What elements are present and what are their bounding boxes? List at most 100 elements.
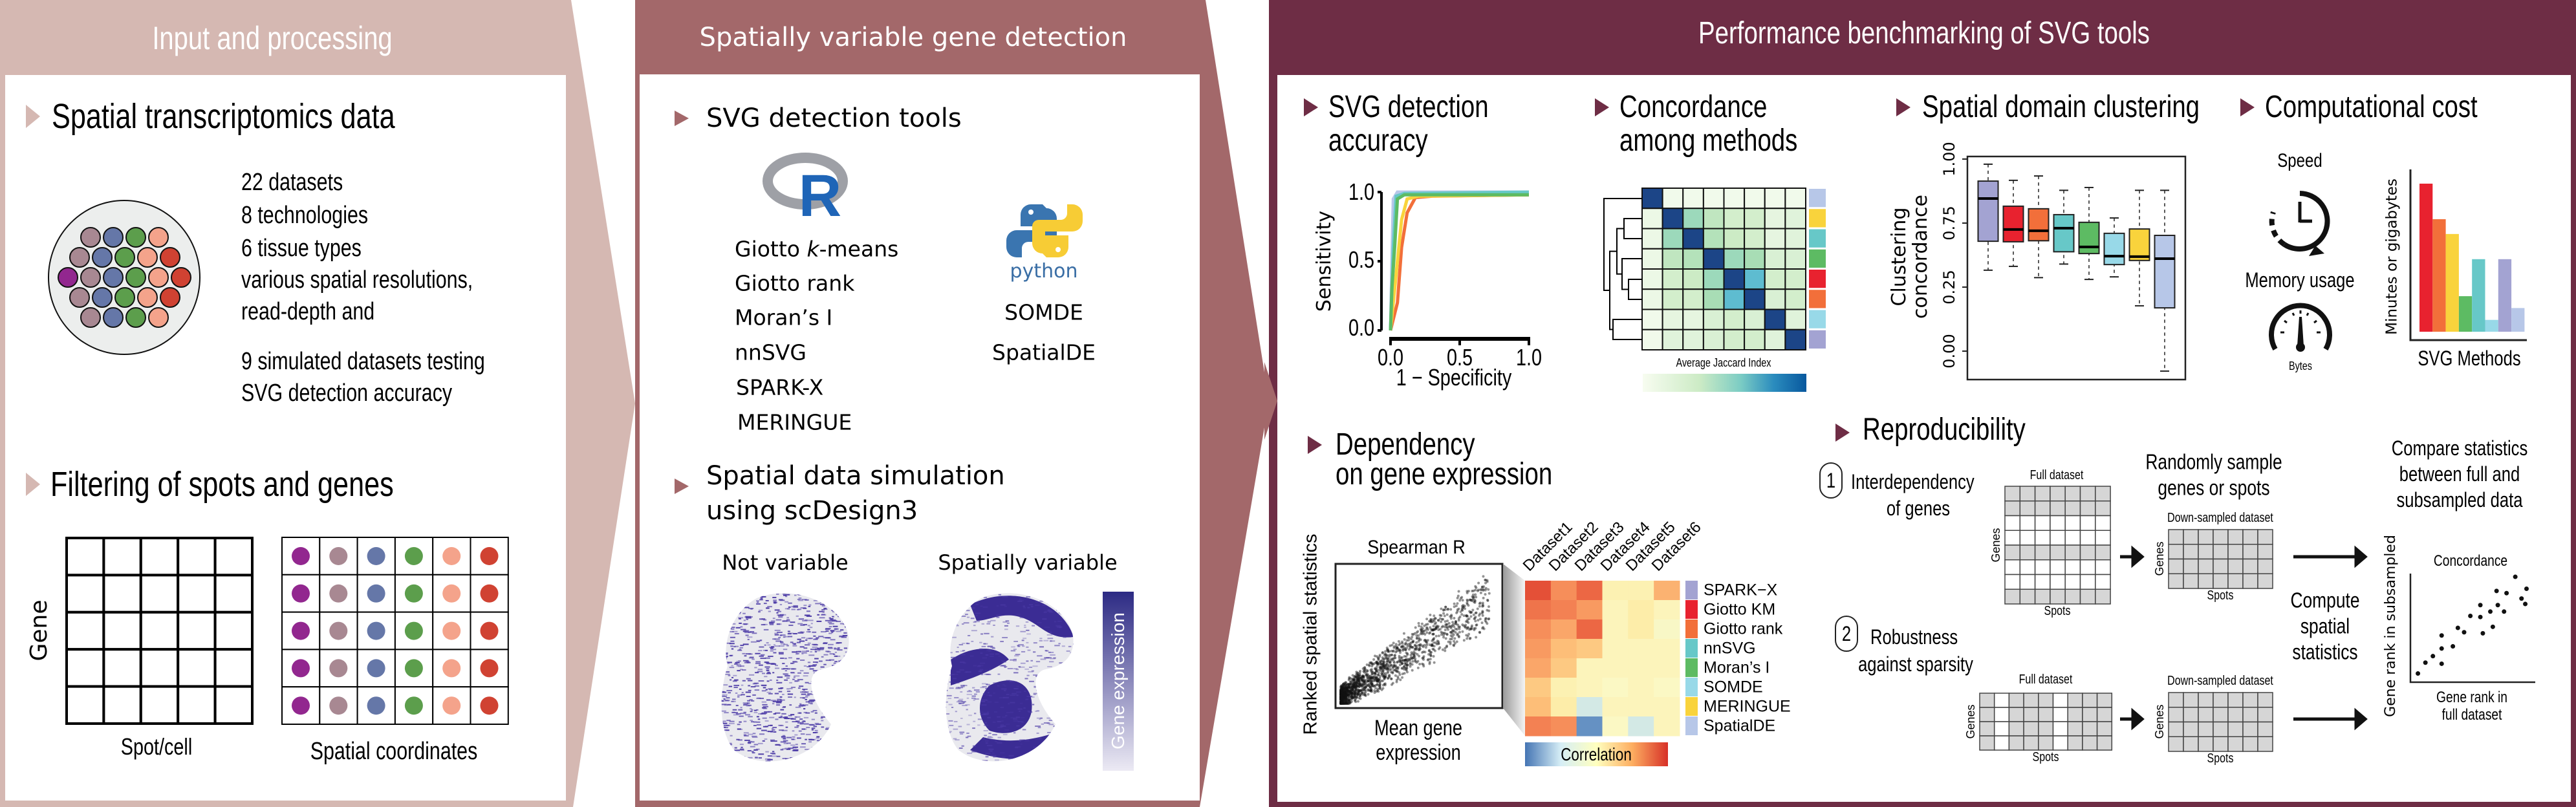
cost-bar	[2419, 184, 2433, 332]
matrix-cell	[102, 537, 142, 577]
scatter-point	[1445, 632, 1449, 636]
dataset-cell	[2183, 558, 2199, 574]
scatter-point	[1358, 683, 1361, 686]
scatter-point	[1341, 687, 1344, 690]
scatter-point	[1429, 619, 1433, 623]
scatter-point	[1402, 649, 1405, 652]
scatter-point	[1343, 702, 1347, 705]
scatter-point	[1413, 655, 1416, 658]
jaccard-cell	[1723, 248, 1746, 270]
scatter-point	[1363, 683, 1367, 686]
expression-dot	[1017, 708, 1023, 710]
scatter-point	[1358, 678, 1361, 682]
scatter-point	[1341, 693, 1345, 696]
scatter-point	[1339, 693, 1343, 696]
expression-dot	[818, 660, 823, 662]
expression-dot	[987, 645, 993, 647]
scatter-point	[1339, 701, 1343, 704]
expression-dot	[756, 709, 759, 711]
expression-dot	[786, 645, 789, 647]
expression-dot	[800, 607, 806, 608]
expression-dot	[736, 665, 739, 667]
scatter-point	[1431, 620, 1434, 623]
scatter-point	[1487, 605, 1490, 608]
r-logo-icon: R	[763, 153, 848, 229]
scatter-point	[1429, 654, 1433, 658]
scatter-point	[1392, 662, 1396, 665]
expression-dot	[812, 664, 817, 666]
expression-dot	[1009, 680, 1012, 682]
scatter-point	[1403, 666, 1407, 669]
expression-dot	[1007, 667, 1013, 669]
expression-dot	[962, 705, 968, 707]
scatter-point	[1370, 670, 1373, 673]
expression-dot	[962, 623, 964, 625]
correlation-cell	[1654, 697, 1680, 717]
scatter-point	[1347, 692, 1350, 695]
scatter-point	[1341, 687, 1345, 690]
expression-dot	[742, 669, 746, 671]
expression-dot	[808, 631, 811, 633]
expression-dot	[958, 702, 964, 704]
scatter-point	[1347, 699, 1350, 702]
expression-dot	[975, 612, 981, 614]
scatter-point	[1347, 685, 1350, 689]
scatter-point	[1426, 623, 1429, 626]
expression-dot	[730, 735, 733, 737]
expression-dot	[816, 620, 822, 622]
expression-dot	[1040, 717, 1043, 719]
scatter-point	[1449, 617, 1453, 620]
expression-dot	[779, 725, 784, 727]
correlation-cell	[1654, 678, 1680, 698]
expression-dot	[734, 679, 739, 681]
scatter-point	[1349, 690, 1352, 693]
scatter-point	[1374, 667, 1377, 670]
scatter-point	[1381, 665, 1385, 668]
scatter-point	[1456, 608, 1459, 611]
compute-label: spatial	[2300, 614, 2350, 638]
expression-dot	[1010, 702, 1015, 704]
expression-dot	[808, 741, 812, 743]
expression-dot	[990, 656, 994, 658]
scatter-point	[1386, 671, 1389, 674]
expression-dot	[1035, 601, 1038, 603]
expression-dot	[1005, 715, 1008, 716]
scatter-point	[1416, 630, 1420, 633]
expression-dot	[791, 668, 795, 670]
expression-dot	[828, 632, 832, 634]
expression-dot	[778, 691, 783, 693]
expression-dot	[1036, 717, 1043, 719]
scatter-point	[1351, 693, 1354, 696]
scatter-point	[1473, 599, 1477, 602]
expression-dot	[977, 724, 980, 726]
scatter-point	[1369, 662, 1372, 665]
expression-dot	[1048, 724, 1054, 726]
expression-dot	[801, 743, 806, 745]
scatter-point	[1425, 631, 1429, 634]
dataset-cell	[2034, 486, 2051, 502]
expression-dot	[1039, 600, 1044, 602]
scatter-point	[1339, 702, 1343, 705]
expression-dot	[761, 712, 768, 714]
scatter-point	[1394, 669, 1398, 672]
expression-dot	[722, 720, 726, 722]
expression-dot	[748, 631, 752, 633]
expression-dot	[994, 711, 997, 713]
expression-dot	[981, 699, 987, 701]
scatter-point	[1361, 683, 1364, 686]
scatter-point	[1386, 659, 1389, 662]
scatter-point	[1358, 692, 1361, 695]
scatter-point	[1339, 694, 1343, 698]
scatter-point	[1370, 688, 1373, 691]
expression-dot	[974, 693, 977, 695]
expression-dot	[979, 711, 984, 713]
expression-dot	[965, 671, 971, 673]
expression-dot	[811, 729, 814, 731]
dataset-cell	[2052, 721, 2068, 737]
scatter-point	[1363, 669, 1366, 672]
genes-label: Genes	[1964, 704, 1977, 739]
scatter-point	[1403, 668, 1406, 671]
expression-dot	[746, 662, 751, 663]
scatter-point	[1471, 590, 1474, 593]
scatter-point	[1354, 683, 1358, 687]
